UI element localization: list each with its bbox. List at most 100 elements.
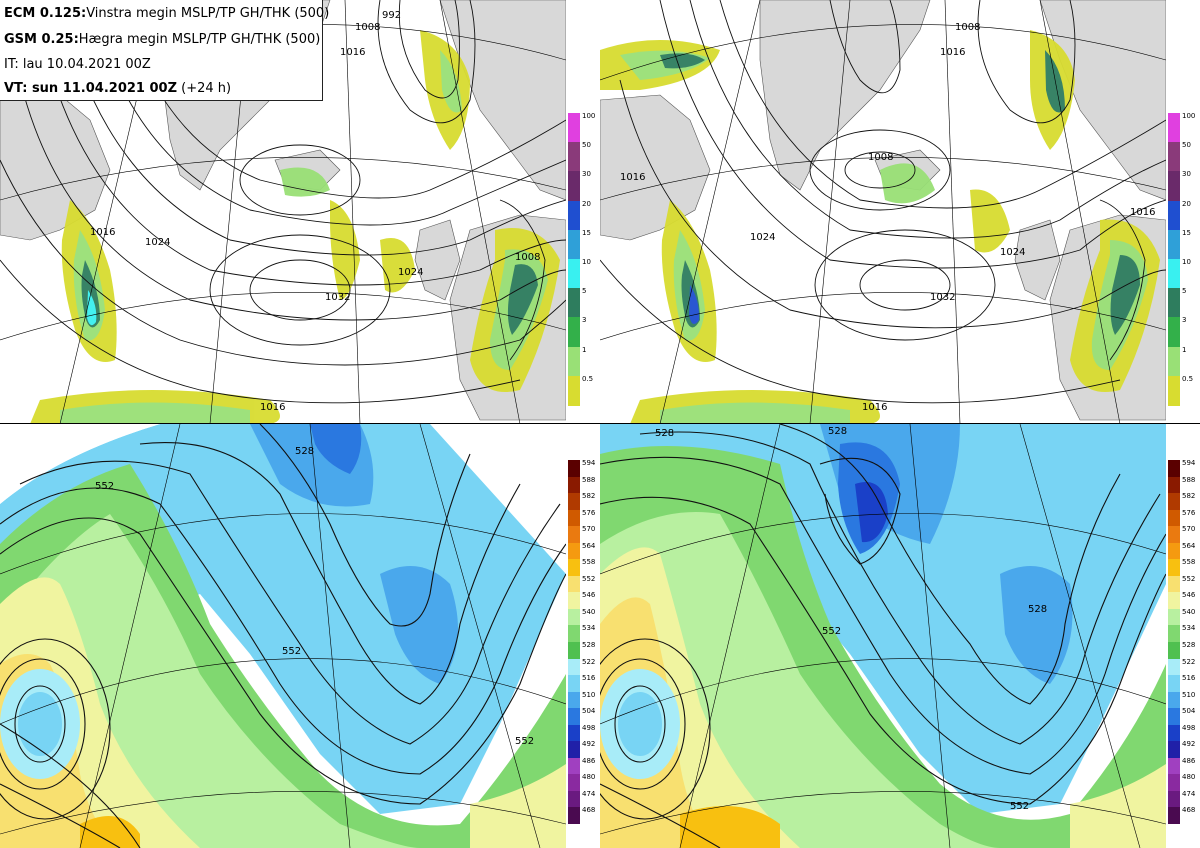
legend-swatch: [1168, 625, 1180, 643]
legend-swatch: [568, 675, 580, 693]
legend-swatch: [568, 642, 580, 659]
legend-label: 504: [1182, 707, 1196, 716]
isobar-label: 1008: [868, 152, 893, 163]
legend-swatch: [568, 259, 580, 289]
legend-swatch: [1168, 807, 1180, 825]
valid-time: VT: sun 11.04.2021 00Z: [4, 81, 177, 96]
thk-label: 528: [655, 428, 674, 439]
legend-label: 492: [1182, 740, 1196, 749]
legend-swatch: [568, 375, 580, 406]
legend-label: 468: [582, 806, 596, 815]
thickness-legend-left: 594 588 582 576 570 564 558 552 546 540 534 528 522 5…: [568, 459, 602, 825]
isobar-label: 1032: [325, 292, 350, 303]
thk-label: 552: [282, 646, 301, 657]
model2-desc: Hægra megin MSLP/TP GH/THK (500): [78, 32, 321, 47]
isobar-label: 1016: [90, 227, 115, 238]
legend-label: 552: [1182, 574, 1196, 583]
isobar-label: 1024: [750, 232, 775, 243]
legend-swatch: [1168, 608, 1180, 626]
isobars: [600, 0, 1166, 404]
legend-swatch: [568, 200, 580, 231]
legend-swatch: [1168, 493, 1180, 511]
legend-swatch: [568, 658, 580, 676]
legend-label: 528: [1182, 641, 1196, 649]
isobar-label: 1024: [398, 267, 423, 278]
legend-label: 50: [582, 141, 591, 150]
legend-swatch: [568, 592, 580, 610]
legend-swatch: [1168, 675, 1180, 693]
british-isles-landmass: [414, 219, 461, 301]
legend-swatch: [568, 476, 580, 494]
legend-label: 10: [582, 258, 591, 266]
legend-label: 15: [582, 228, 591, 237]
isobar-label: 1016: [1130, 207, 1155, 218]
gh-contours: [600, 424, 1166, 848]
legend-swatch: [1168, 288, 1180, 319]
legend-swatch: [568, 625, 580, 643]
legend-swatch: [1168, 790, 1180, 808]
legend-swatch: [1168, 346, 1180, 377]
precip-field: [600, 30, 1160, 424]
legend-label: 3: [1182, 316, 1187, 325]
legend-swatch: [1168, 509, 1180, 527]
thk-label: 552: [822, 626, 841, 637]
precip-field: [30, 30, 560, 424]
legend-label: 504: [582, 707, 596, 716]
legend-swatch: [568, 741, 580, 759]
legend-label: 564: [1182, 541, 1196, 550]
legend-label: 486: [1182, 756, 1196, 765]
legend-swatch: [1168, 259, 1180, 289]
legend-label: 5: [1182, 287, 1187, 296]
legend-label: 582: [582, 492, 596, 501]
legend-label: 522: [582, 657, 596, 666]
legend-swatch: [568, 493, 580, 511]
canada-landmass: [600, 94, 711, 241]
legend-swatch: [568, 346, 580, 377]
legend-label: 570: [1182, 525, 1196, 534]
isobar-label: 1016: [620, 172, 645, 183]
legend-label: 588: [1182, 475, 1196, 484]
legend-label: 492: [582, 740, 596, 749]
legend-label: 540: [1182, 607, 1196, 616]
graticule: [600, 0, 1166, 424]
legend-swatch: [568, 790, 580, 808]
legend-swatch: [568, 171, 580, 202]
gsm-mslp-precip-map: 1016 1008 1016 1024 1032 1008 1024 1016 …: [600, 0, 1166, 424]
legend-label: 468: [1182, 806, 1196, 815]
isobar-label: 1024: [1000, 247, 1025, 258]
isobar-label: 1016: [340, 47, 365, 58]
legend-label: 1: [1182, 345, 1187, 354]
legend-swatch: [568, 509, 580, 527]
thk-label: 528: [1028, 604, 1047, 615]
legend-swatch: [1168, 741, 1180, 759]
model2-name: GSM 0.25:: [4, 32, 79, 47]
canada-landmass: [0, 94, 111, 241]
legend-swatch: [1168, 476, 1180, 494]
legend-swatch: [1168, 575, 1180, 593]
legend-label: 3: [582, 316, 587, 325]
legend-swatch: [1168, 658, 1180, 676]
legend-label: 100: [582, 112, 596, 120]
precip-legend-left: 100 50 30 20 15 10 5 3 1 0.5: [568, 112, 602, 406]
legend-label: 100: [1182, 112, 1196, 120]
thk-label: 528: [828, 426, 847, 437]
legend-label: 522: [1182, 657, 1196, 666]
valid-time-line: VT: sun 11.04.2021 00Z (+24 h): [4, 81, 231, 96]
isobars: [0, 0, 566, 404]
legend-swatch: [568, 708, 580, 726]
legend-swatch: [1168, 229, 1180, 260]
legend-label: 30: [1182, 170, 1191, 179]
legend-label: 594: [582, 459, 596, 467]
thk-label: 552: [1010, 801, 1029, 812]
legend-label: 516: [1182, 674, 1196, 683]
legend-swatch: [1168, 526, 1180, 544]
isobar-label: 992: [382, 10, 401, 21]
legend-swatch: [568, 608, 580, 626]
legend-label: 534: [1182, 624, 1196, 633]
legend-label: 528: [582, 641, 596, 649]
legend-swatch: [568, 575, 580, 593]
info-box: ECM 0.125:Vinstra megin MSLP/TP GH/THK (…: [0, 0, 329, 101]
legend-label: 510: [582, 690, 596, 699]
legend-label: 546: [1182, 591, 1196, 600]
legend-label: 15: [1182, 228, 1191, 237]
